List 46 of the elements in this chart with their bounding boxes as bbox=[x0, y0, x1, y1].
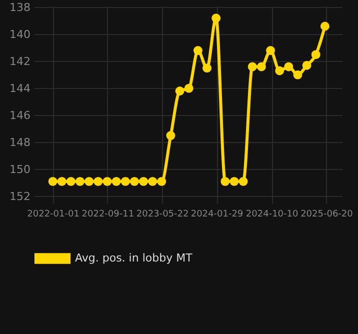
point bbox=[139, 176, 148, 186]
x-tick-label: 2022-09-11 bbox=[82, 210, 134, 220]
point bbox=[175, 86, 184, 96]
point bbox=[120, 176, 130, 186]
point bbox=[84, 176, 94, 186]
point bbox=[102, 176, 112, 186]
point bbox=[275, 66, 284, 76]
point bbox=[166, 131, 176, 140]
point bbox=[184, 84, 194, 93]
point bbox=[66, 176, 76, 186]
legend-label: Avg. pos. in lobby MT bbox=[75, 252, 193, 264]
point bbox=[293, 70, 302, 80]
point bbox=[230, 176, 239, 186]
point bbox=[220, 176, 230, 186]
y-tick-label: 150 bbox=[10, 162, 30, 176]
point bbox=[76, 176, 84, 186]
point bbox=[212, 14, 221, 23]
point bbox=[193, 46, 202, 55]
point bbox=[157, 176, 166, 186]
point bbox=[48, 176, 58, 186]
y-tick-label: 142 bbox=[10, 54, 30, 68]
point bbox=[311, 50, 320, 60]
y-tick-label: 152 bbox=[10, 190, 30, 203]
y-tick-label: 140 bbox=[10, 28, 30, 41]
point bbox=[266, 46, 275, 55]
y-tick-label: 148 bbox=[10, 136, 30, 149]
point bbox=[320, 22, 330, 31]
x-tick-label: 2023-05-22 bbox=[136, 210, 189, 220]
point bbox=[148, 176, 158, 186]
point bbox=[112, 176, 121, 186]
y-tick-label: 138 bbox=[10, 0, 30, 14]
y-tick-label: 144 bbox=[10, 82, 30, 95]
point bbox=[248, 62, 257, 72]
point bbox=[256, 62, 266, 72]
x-tick-label: 2022-01-01 bbox=[27, 210, 80, 220]
point bbox=[238, 176, 248, 186]
point bbox=[130, 176, 139, 186]
x-tick-label: 2024-10-10 bbox=[246, 210, 299, 220]
point bbox=[94, 176, 103, 186]
point bbox=[57, 176, 66, 186]
point bbox=[284, 62, 294, 72]
point bbox=[202, 64, 212, 73]
y-tick-label: 146 bbox=[10, 108, 30, 122]
point bbox=[302, 60, 312, 70]
x-tick-label: 2024-01-29 bbox=[190, 210, 244, 220]
x-tick-label: 2025-06-20 bbox=[300, 210, 354, 220]
